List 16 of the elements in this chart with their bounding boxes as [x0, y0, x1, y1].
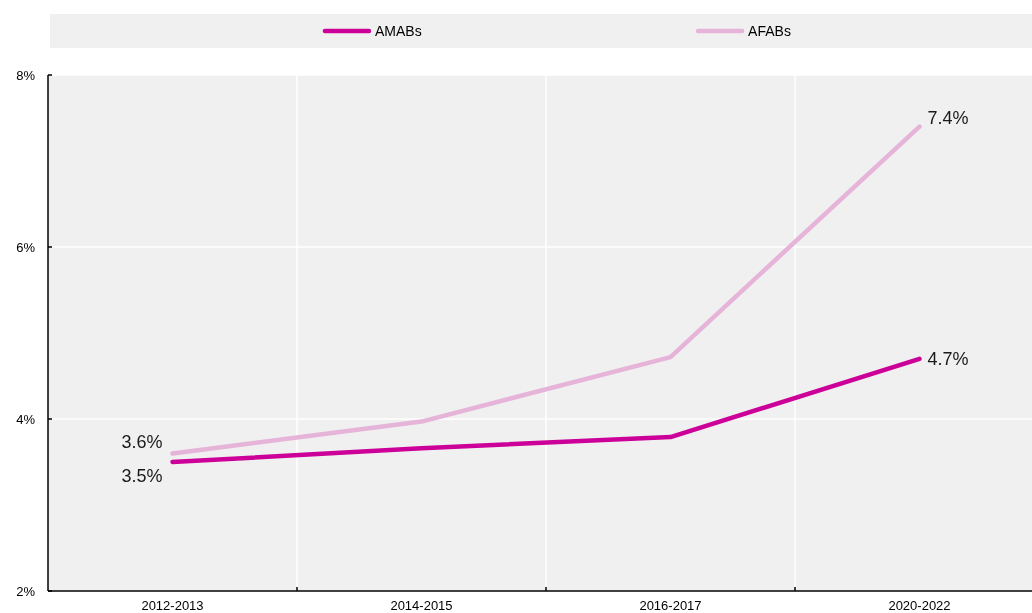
y-tick-label: 4% [16, 411, 36, 427]
line-series [170, 124, 922, 456]
x-tick-label: 2020-2022 [888, 597, 951, 613]
data-label: 4.7% [927, 348, 969, 369]
y-tick-label: 8% [16, 67, 36, 83]
y-tick-label: 2% [16, 583, 36, 599]
x-tick-label: 2012-2013 [141, 597, 204, 613]
data-label: 3.6% [121, 432, 163, 453]
x-tick-label: 2014-2015 [390, 597, 453, 613]
legend-label: AFABs [748, 23, 791, 39]
line-series [170, 356, 922, 465]
y-tick-label: 6% [16, 239, 36, 255]
data-label: 7.4% [927, 107, 969, 128]
data-label: 3.5% [121, 466, 163, 486]
x-tick-label: 2016-2017 [639, 597, 702, 613]
legend-label: AMABs [374, 23, 422, 39]
